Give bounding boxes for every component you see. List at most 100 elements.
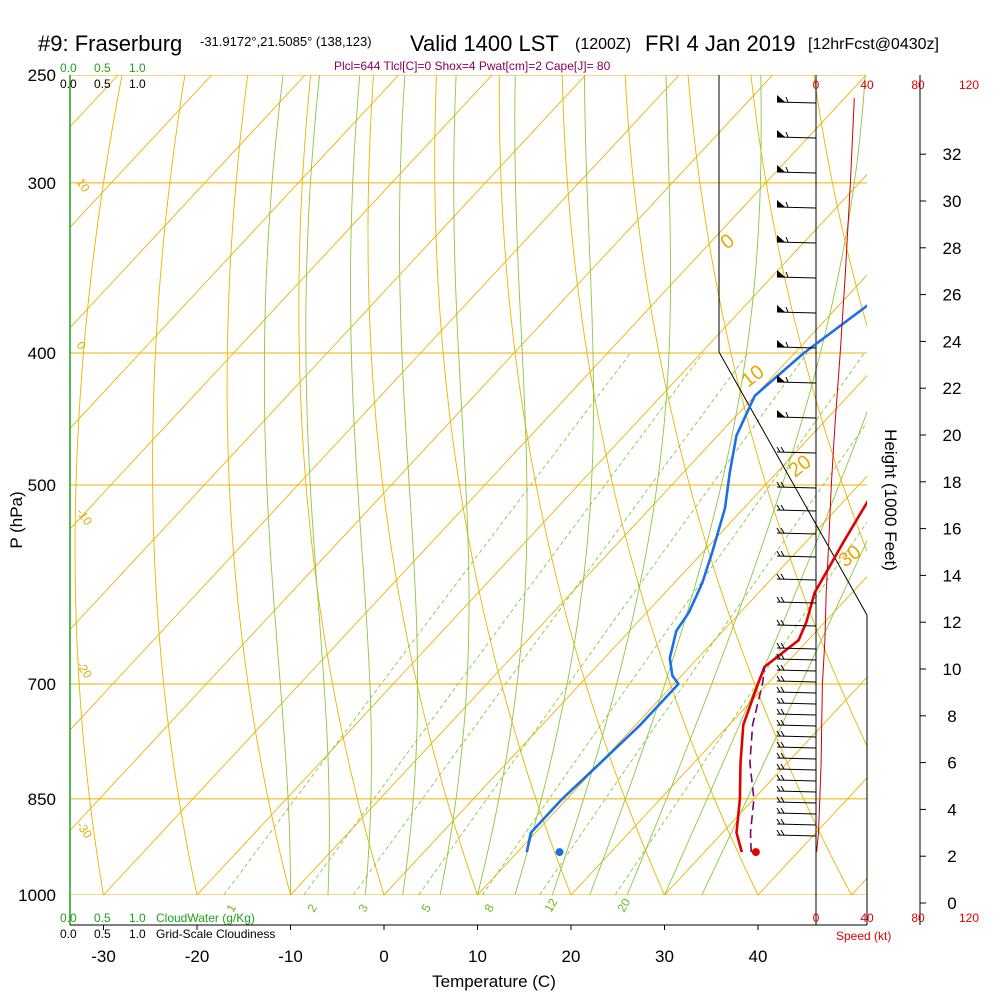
cloudwater-bottom-1: 0.5 <box>94 911 111 925</box>
dry-adiabat-line <box>624 75 852 895</box>
isotherm-line <box>757 777 867 895</box>
height-tick-label: 8 <box>947 707 956 726</box>
dry-adiabat-line <box>226 75 291 895</box>
wind-barb-staff <box>776 713 817 716</box>
height-tick-label: 2 <box>947 847 956 866</box>
wind-barb-staff <box>776 669 817 672</box>
height-tick-label: 10 <box>943 660 962 679</box>
surface-dewpoint-point <box>555 848 564 857</box>
cloudiness-top-2: 1.0 <box>129 77 146 91</box>
wind-barb-feather <box>780 675 785 682</box>
pressure-tick-label: 500 <box>28 476 56 495</box>
wind-barb-feather <box>776 752 781 759</box>
wind-barb-staff <box>776 768 817 771</box>
pressure-tick-label: 1000 <box>18 886 56 905</box>
isotherm-line <box>383 375 867 895</box>
isotherm-line <box>851 877 867 895</box>
frame-layer <box>69 75 921 926</box>
wind-barb-feather <box>780 664 785 671</box>
height-tick-label: 30 <box>943 192 962 211</box>
wind-barb-feather <box>776 550 781 557</box>
wind-barb-feather <box>780 752 785 759</box>
wind-barb-feather <box>780 807 785 814</box>
wind-barb-feather <box>780 527 785 534</box>
wind-barb-feather <box>776 807 781 814</box>
mixing-ratio-line <box>539 421 867 895</box>
x-tick-label: -30 <box>91 947 116 966</box>
x-tick-label: 0 <box>379 947 388 966</box>
dry-adiabat-line <box>152 75 198 895</box>
forecast-date: FRI 4 Jan 2019 <box>645 31 795 56</box>
wind-barb-feather <box>785 376 789 383</box>
mixing-ratio-line <box>303 352 704 895</box>
wind-barb-feather <box>776 642 781 649</box>
wind-barb-feather <box>780 653 785 660</box>
cloudiness-label: Grid-Scale Cloudiness <box>156 927 275 941</box>
dry-adiabat-line <box>298 75 385 895</box>
wind-barb-feather <box>776 664 781 671</box>
series-line-dewpoint <box>525 304 867 853</box>
wind-barb-flag <box>777 200 785 207</box>
wind-barb-flag <box>777 235 785 242</box>
wind-barb-flag <box>777 270 785 277</box>
moist-adiabat-line <box>305 75 330 895</box>
height-tick-label: 6 <box>947 754 956 773</box>
wind-barb-feather <box>776 785 781 792</box>
zulu-time: (1200Z) <box>575 36 631 53</box>
x-tick-label: 20 <box>562 947 581 966</box>
wind-barb-feather <box>776 653 781 660</box>
wind-barb-feather <box>776 741 781 748</box>
wind-barb-feather <box>780 829 785 836</box>
wind-barb-flag <box>777 305 785 312</box>
pressure-tick-label: 850 <box>28 790 56 809</box>
wind-barb-feather <box>780 741 785 748</box>
wind-barb-feather <box>785 236 789 243</box>
wind-barb-feather <box>776 774 781 781</box>
speed-tick-label-top: 120 <box>959 78 979 92</box>
wind-barb-staff <box>776 735 817 738</box>
dry-adiabat-line <box>813 75 867 328</box>
wind-barb-feather <box>776 829 781 836</box>
cloudiness-top-0: 0.0 <box>60 77 77 91</box>
moist-adiabat-line <box>551 75 672 895</box>
wind-barb-feather <box>780 719 785 726</box>
wind-barb-staff <box>776 171 817 174</box>
series-layer <box>525 98 867 857</box>
dry-adiabat-label: 30 <box>835 541 866 572</box>
dry-adiabat-line <box>74 75 123 895</box>
wind-barb-staff <box>776 346 817 349</box>
wind-barb-feather <box>776 504 781 511</box>
speed-tick-label-top: 80 <box>911 78 925 92</box>
speed-axis-label: Speed (kt) <box>836 929 891 943</box>
cloudwater-top-2: 1.0 <box>129 61 146 75</box>
wind-barb-feather <box>776 527 781 534</box>
wind-barb-staff <box>776 416 817 419</box>
cloudiness-top-1: 0.5 <box>94 77 111 91</box>
moist-adiabat-line <box>263 75 291 895</box>
height-tick-label: 28 <box>943 239 962 258</box>
isotherm-line <box>70 75 773 832</box>
surface-temperature-point <box>751 848 760 857</box>
isotherm-line <box>70 75 399 430</box>
moist-adiabat-line <box>664 411 867 895</box>
height-tick-label: 24 <box>943 332 962 351</box>
height-tick-label: 26 <box>943 286 962 305</box>
station-coords: -31.9172°,21.5085° (138,123) <box>200 34 372 49</box>
cloudwater-scale-bottom: 0.0 0.5 1.0 CloudWater (g/Kg) 0.0 0.5 1.… <box>60 911 275 941</box>
dry-adiabat-line <box>750 75 867 553</box>
wind-barb-feather <box>780 550 785 557</box>
slanted-border-line <box>718 351 868 616</box>
pressure-tick-label: 300 <box>28 174 56 193</box>
dry-adiabat-line <box>498 75 665 895</box>
wind-barb-feather <box>776 675 781 682</box>
height-tick-label: 20 <box>943 426 962 445</box>
wind-barb-feather <box>780 573 785 580</box>
cloudwater-bottom-0: 0.0 <box>60 911 77 925</box>
cloudwater-top-1: 0.5 <box>94 61 111 75</box>
mixing-ratio-label: 2 <box>304 901 320 914</box>
wind-barb-staff <box>776 509 817 512</box>
cloudwater-label: CloudWater (g/Kg) <box>156 911 255 925</box>
wind-barb-staff <box>776 724 817 727</box>
wind-barb-flag <box>777 95 785 102</box>
